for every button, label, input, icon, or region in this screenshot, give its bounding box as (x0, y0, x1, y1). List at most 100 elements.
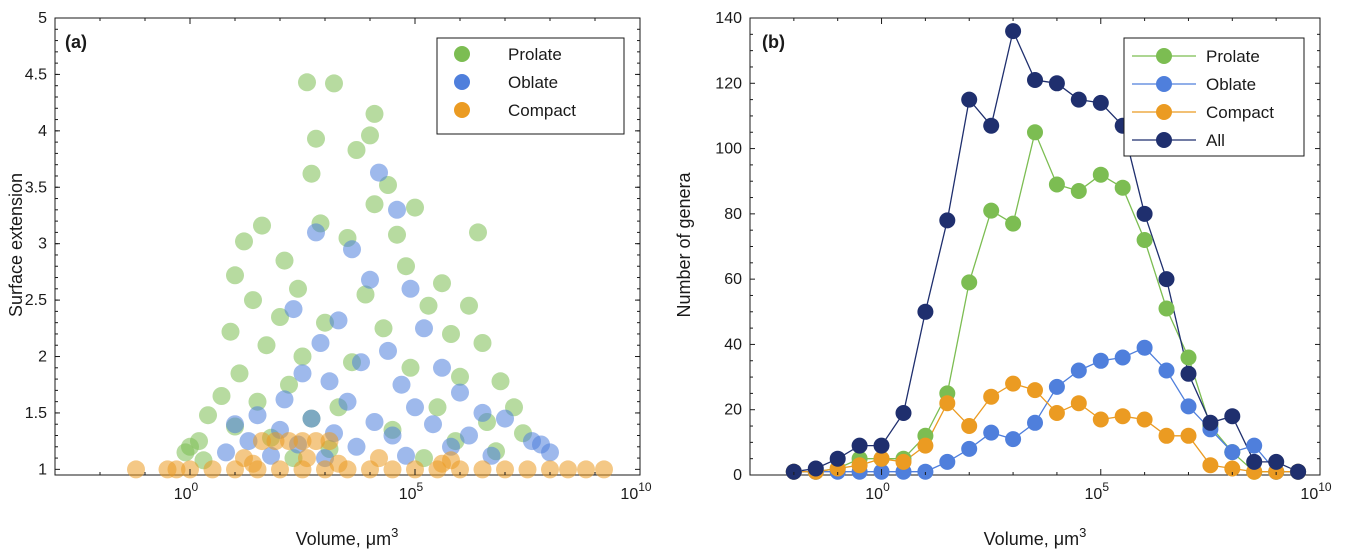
panel-a-point-compact (577, 460, 595, 479)
panel-a-point-oblate (482, 446, 501, 465)
panel-b-point-prolate (1027, 124, 1043, 141)
panel-b-point-prolate (1158, 300, 1175, 317)
panel-a-point-oblate (496, 409, 514, 428)
panel-b-ytick-label: 80 (724, 206, 742, 223)
panel-a-point-prolate (302, 164, 321, 183)
panel-a-point-oblate (352, 353, 370, 372)
panel-b-point-oblate (939, 453, 956, 470)
panel-a-point-prolate (473, 334, 492, 352)
panel-a-point-prolate (289, 279, 307, 298)
panel-a-point-compact (320, 432, 339, 451)
panel-a-point-compact (235, 449, 253, 468)
panel-a-legend-label: Oblate (508, 73, 558, 92)
panel-a-point-oblate (311, 334, 330, 352)
panel-a-point-oblate (370, 163, 388, 182)
panel-a-point-prolate (361, 126, 379, 145)
panel-b-ytick-label: 120 (715, 75, 742, 92)
panel-b-point-all (1092, 94, 1109, 111)
panel-a-point-prolate (307, 129, 325, 148)
panel-b-ytick-label: 60 (724, 271, 742, 288)
panel-b-point-all (917, 303, 934, 320)
panel-a-point-compact (316, 460, 334, 479)
panel-a-point-prolate (293, 347, 312, 366)
panel-b-legend-marker (1156, 76, 1172, 92)
panel-a-point-prolate (356, 285, 375, 304)
panel-b-point-oblate (1136, 339, 1153, 356)
panel-a-point-prolate (347, 141, 366, 159)
panel-b-point-compact (1114, 408, 1131, 425)
panel-b-line-oblate (793, 346, 1299, 473)
panel-b-point-all (1136, 205, 1153, 222)
panel-b-point-prolate (1180, 349, 1197, 366)
panel-b-ytick-label: 40 (724, 336, 742, 353)
panel-a-xlabel: Volume, μm3 (296, 525, 399, 549)
panel-a-point-compact (595, 460, 613, 479)
panel-a-point-oblate (329, 311, 348, 330)
panel-b-legend-label: Oblate (1206, 75, 1256, 94)
panel-a-point-oblate (473, 403, 492, 422)
panel-b-point-compact (939, 395, 956, 412)
panel-a-point-prolate (176, 443, 195, 462)
panel-b-point-oblate (983, 424, 1000, 441)
panel-b-point-compact (1224, 460, 1241, 477)
panel-a-point-prolate (428, 398, 447, 417)
panel-b-xtick-label: 100 (865, 480, 890, 503)
panel-a-legend-marker (454, 74, 470, 90)
panel-a-point-oblate (338, 392, 357, 411)
panel-b-point-compact (1005, 375, 1022, 392)
panel-a-point-oblate (379, 341, 397, 360)
panel-a-point-oblate (424, 415, 442, 434)
panel-b-legend-label: Compact (1206, 103, 1274, 122)
panel-b-point-prolate (983, 202, 1000, 219)
panel-b-xtick-label: 1010 (1300, 480, 1331, 503)
panel-a-point-prolate (244, 291, 262, 310)
panel-b-line-prolate (793, 130, 1299, 473)
panel-a-point-compact (127, 460, 145, 479)
panel-b-xtick-label: 105 (1085, 480, 1110, 503)
panel-a-point-oblate (248, 406, 267, 425)
panel-b-point-oblate (1246, 437, 1263, 454)
panel-a-point-oblate (284, 300, 303, 319)
panel-b-point-all (1158, 271, 1175, 288)
panel-b-point-compact (1048, 405, 1065, 421)
panel-b-point-compact (917, 437, 934, 454)
panel-a-point-prolate (316, 313, 334, 332)
panel-b-point-all (1048, 75, 1065, 92)
panel-a-point-oblate (442, 437, 460, 456)
panel-b-point-compact (1092, 411, 1109, 428)
panel-b-point-compact (873, 450, 890, 467)
panel-a-point-compact (253, 432, 271, 451)
panel-b-point-all (983, 117, 1000, 134)
panel-b-point-all (873, 437, 890, 454)
panel-b-xlabel: Volume, μm3 (984, 525, 1087, 549)
panel-b-point-all (939, 212, 956, 229)
panel-b-point-all (1246, 453, 1263, 470)
panel-a-point-oblate (383, 426, 402, 445)
panel-a-point-compact (203, 460, 222, 479)
panel-b-point-oblate (1027, 414, 1043, 431)
panel-a-point-compact (307, 432, 325, 451)
panel-b-point-all (851, 437, 868, 454)
panel-a-point-prolate (257, 336, 276, 355)
panel-b-point-all (1005, 23, 1022, 40)
panel-a-point-oblate (392, 375, 411, 394)
panel-b-point-compact (961, 418, 978, 434)
panel-b-point-compact (983, 388, 1000, 405)
panel-a-point-oblate (343, 240, 361, 259)
panel-a-point-prolate (388, 225, 406, 244)
panel-a-point-oblate (388, 200, 406, 219)
panel-b-point-prolate (961, 274, 978, 291)
panel-a-point-oblate (365, 413, 384, 431)
panel-a-legend-label: Compact (508, 101, 576, 120)
panel-a-point-oblate (275, 390, 294, 409)
panel-a-point-compact (496, 460, 514, 479)
panel-a-point-prolate (433, 274, 451, 293)
panel-b-point-oblate (917, 463, 934, 480)
panel-a-point-prolate (469, 223, 487, 242)
panel-a-point-prolate (365, 195, 384, 214)
panel-a-scatter-chart: 1 1.5 2 2.5 3 3.5 4 4.5 5 100 105 1010 (a) Volume, … (6, 10, 652, 549)
panel-a-ytick-label: 4.5 (25, 66, 47, 83)
panel-a-point-oblate (347, 437, 366, 456)
panel-a-point-oblate (226, 415, 244, 434)
panel-b-ytick-label: 20 (724, 402, 742, 419)
